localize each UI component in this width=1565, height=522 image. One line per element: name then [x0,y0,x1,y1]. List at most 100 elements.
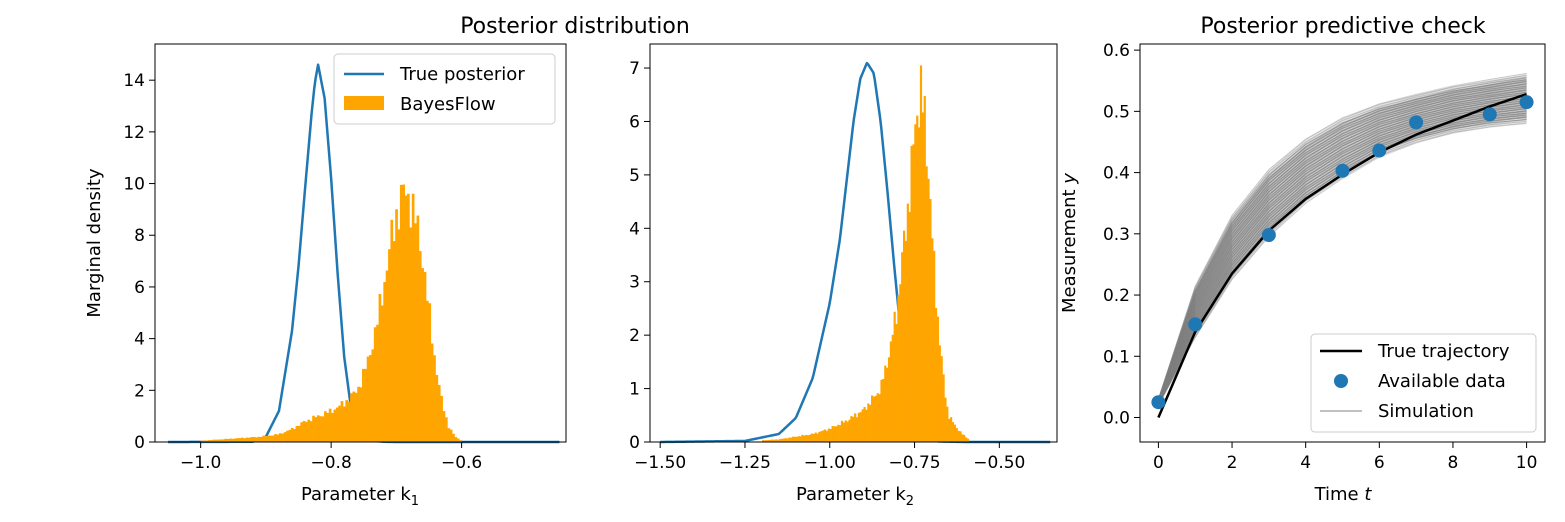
simulation-trajectory [1157,107,1527,404]
k1-histogram-bar [259,437,263,442]
k2-histogram-bar [773,439,776,442]
k1-y-tick-label: 4 [134,330,145,350]
k1-histogram-bar [321,416,325,442]
k2-histogram-bar [923,95,926,443]
k2-y-tick-label: 2 [629,326,640,346]
ppc-y-tick-label: 0.2 [1103,286,1130,306]
ppc-x-tick-label: 2 [1227,453,1238,473]
ppc-axes-frame [1139,43,1546,443]
k1-histogram-bar [397,229,401,442]
simulation-trajectory [1157,74,1527,400]
k2-histogram-bar [807,435,810,442]
k2-histogram-bar [902,230,906,442]
k2-histogram-bar [852,416,855,442]
k2-histogram-bar [904,240,908,442]
k2-histogram-bar [957,430,960,442]
k2-histogram-bar [833,426,836,442]
k1-axes: −1.0 −0.8 −0.6 0 2 4 6 8 10 12 14 [123,71,482,473]
k1-legend-bayesflow-swatch [344,96,384,110]
k2-histogram-bar [874,395,877,442]
k2-histogram-bar [876,393,879,442]
k2-histogram-bar [827,428,830,442]
k1-histogram-bar [274,434,277,442]
k2-histogram-bar [863,406,866,442]
k1-histogram-bar [331,412,334,442]
k2-histogram-bar [793,436,797,442]
k2-histogram-bar [897,295,900,442]
k2-histogram-bar [965,437,968,442]
ppc-legend: True trajectory Available data Simulatio… [1310,333,1537,433]
k1-histogram-bar [214,439,218,442]
ppc-y-tick-label: 0.1 [1103,347,1130,367]
data-point [1372,143,1387,158]
k2-histogram-bar [942,374,945,442]
ppc-y-tick-label: 0.4 [1103,164,1130,184]
k1-histogram-bar [354,392,358,442]
k1-histogram-bar [366,356,370,442]
k2-histogram-bar [816,433,819,442]
k1-histogram-bar [269,435,273,442]
k1-histogram-bar [350,393,353,442]
k1-histogram-bar [236,438,239,442]
k2-histogram-bar [931,238,934,442]
k1-histogram-bar [333,409,337,442]
k1-legend-posterior-label: True posterior [399,64,525,85]
k1-histogram-bar [347,401,351,442]
k1-histogram-bar [442,411,446,442]
k2-histogram-bar [808,434,812,442]
k2-histogram-bar [895,324,898,442]
k2-x-tick-label: −0.75 [888,453,940,473]
k2-histogram-bar [825,430,829,442]
k1-histogram-bar [383,282,387,442]
k1-histogram-bar [293,429,296,442]
k1-histogram-bar [430,343,434,442]
k1-histogram-bar [302,421,306,442]
k2-histogram-bar [799,436,802,442]
k1-histogram-bar [328,408,332,442]
k2-histogram-bar [761,440,765,442]
k1-y-tick-label: 10 [123,175,145,195]
k1-histogram-bar [345,400,349,442]
k1-histogram-bar [435,375,439,442]
k2-histogram-bar [953,424,956,442]
k2-histogram-bar [906,203,909,442]
k1-histogram-bar [314,417,318,442]
k1-data-layer [168,63,560,444]
k1-histogram-bar [428,303,432,442]
simulation-trajectory [1157,101,1527,403]
ppc-legend-data-label: Available data [1378,371,1506,392]
k2-histogram-bar [792,436,795,442]
suptitle: Posterior distribution [460,14,690,39]
k2-histogram-bar [908,212,911,442]
k1-histogram-bar [369,355,372,442]
k1-y-tick-label: 14 [123,71,145,91]
k1-histogram-bar [271,435,275,442]
simulation-trajectory [1157,76,1527,400]
k2-histogram-bar [769,439,772,442]
k1-x-tick-label: −0.8 [311,453,352,473]
k2-axes: −1.50 −1.25 −1.00 −0.75 −0.50 0 1 2 3 4 5 6 7 [629,59,1025,473]
k1-histogram-bar [226,438,230,442]
k2-histogram-bar [797,436,800,442]
k1-histogram-bar [307,419,311,442]
simulation-trajectory [1157,122,1527,406]
k1-histogram-bar [264,435,268,442]
panel-predictive: 0 2 4 6 8 10 0.0 0.1 0.2 0.3 0.4 0.5 0.6 Posterior p… [1059,14,1546,505]
simulation-trajectory [1157,77,1527,400]
k1-histogram-bar [217,439,220,442]
k2-histogram-bar [950,417,953,442]
k1-histogram-bar [219,439,223,442]
k2-histogram-bar [844,420,847,442]
ppc-y-tick-label: 0.0 [1103,409,1130,429]
k1-histogram-bar [207,440,211,442]
k2-histogram-bar [918,127,921,443]
k1-histogram-bar [452,433,455,442]
k1-histogram-bar [278,433,282,442]
k1-histogram-bar [378,294,382,442]
k2-x-tick-label: −1.25 [719,453,771,473]
k2-histogram-bar [933,250,936,442]
k1-histogram-bar [255,437,258,442]
k2-histogram-bar [775,439,778,442]
k1-histogram-bar [319,416,322,442]
ppc-legend-truth-label: True trajectory [1377,341,1510,362]
